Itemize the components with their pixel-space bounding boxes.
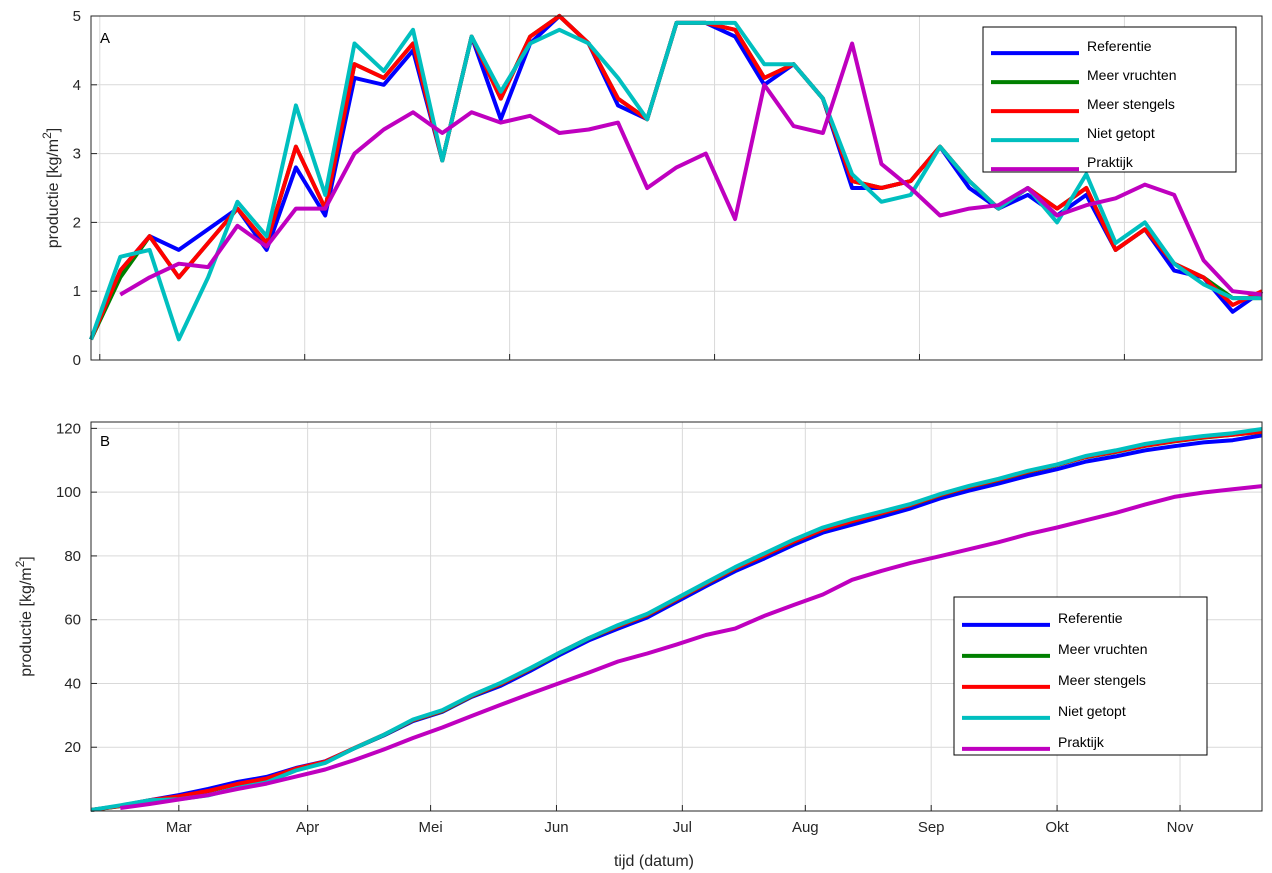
panel-b-ytick-label-40: 40 [64,675,81,692]
panel-b-ytick-label-80: 80 [64,548,81,565]
panel-b-series-praktijk [120,484,1263,810]
panel-a-legend-label-niet-getopt: Niet getopt [1087,125,1155,141]
panel-a-ylabel-sup: 2 [40,132,54,139]
panel-b-ylabel-main: productie [kg/m [18,567,35,676]
panel-b-ytick-label-120: 120 [56,420,81,437]
panel-b-legend-label-meer-stengels: Meer stengels [1058,672,1146,688]
panel-a-legend-label-referentie: Referentie [1087,38,1152,54]
panel-a-letter: A [100,30,110,47]
panel-a-legend: Referentie Meer vruchten Meer stengels Niet… [982,26,1237,173]
panel-a-ticks: 0 1 2 3 4 5 [73,8,1125,369]
panel-a-ylabel-main: productie [kg/m [45,139,62,248]
panel-a-series-niet-getopt [89,20,1262,342]
panel-a-legend-label-meer-vruchten: Meer vruchten [1087,67,1176,83]
panel-b-legend-label-meer-vruchten: Meer vruchten [1058,641,1147,657]
panel-b-xtick-label-aug: Aug [792,819,819,836]
panel-b-letter: B [100,433,110,450]
panel-a-series [89,14,1264,342]
panel-a-ylabel-tail: ] [45,128,62,132]
panel-b-ticks: 20 40 60 80 100 120 Mar Apr Mei Jun Jul Aug Sep Okt No… [56,420,1194,836]
panel-b-xtick-label-nov: Nov [1167,819,1194,836]
panel-b-ytick-label-20: 20 [64,739,81,756]
panel-b-axes-box [90,421,1263,812]
panel-b-legend-label-praktijk: Praktijk [1058,734,1105,750]
panel-b-ylabel: productie [kg/m2] [13,556,35,677]
panel-b-xtick-label-mar: Mar [166,819,192,836]
panel-b-xtick-label-apr: Apr [296,819,319,836]
panel-b-ytick-label-60: 60 [64,612,81,629]
panel-b-legend: Referentie Meer vruchten Meer stengels Niet… [953,596,1208,756]
panel-b-xtick-label-okt: Okt [1045,819,1069,836]
panel-b-series [90,427,1263,812]
panel-b-chart: 20 40 60 80 100 120 Mar Apr Mei Jun Jul Aug Sep Okt No… [13,420,1263,836]
panel-b-xtick-label-mei: Mei [419,819,443,836]
panel-b-series-niet-getopt [90,427,1263,812]
panel-a-legend-label-meer-stengels: Meer stengels [1087,96,1175,112]
panel-a-axes-box [90,15,1263,361]
panel-a-ytick-label-3: 3 [73,146,81,163]
panel-b-legend-label-niet-getopt: Niet getopt [1058,703,1126,719]
panel-b-ytick-label-100: 100 [56,484,81,501]
panel-a-ytick-label-0: 0 [73,352,81,369]
panel-a-ytick-label-4: 4 [73,77,81,94]
panel-a-legend-label-praktijk: Praktijk [1087,154,1134,170]
panel-a-series-praktijk [119,41,1263,297]
panel-a-ytick-label-2: 2 [73,214,81,231]
panel-b-xtick-label-jun: Jun [544,819,568,836]
panel-b-legend-label-referentie: Referentie [1058,610,1123,626]
panel-b-xtick-label-sep: Sep [918,819,945,836]
panel-b-xtick-label-jul: Jul [673,819,692,836]
panel-b-ylabel-tail: ] [18,556,35,560]
panel-a-ylabel: productie [kg/m2] [40,128,62,249]
x-axis-label: tijd (datum) [614,853,694,870]
panel-a-ytick-label-1: 1 [73,283,81,300]
panel-b-ylabel-sup: 2 [13,560,27,567]
panel-a-ytick-label-5: 5 [73,8,81,25]
